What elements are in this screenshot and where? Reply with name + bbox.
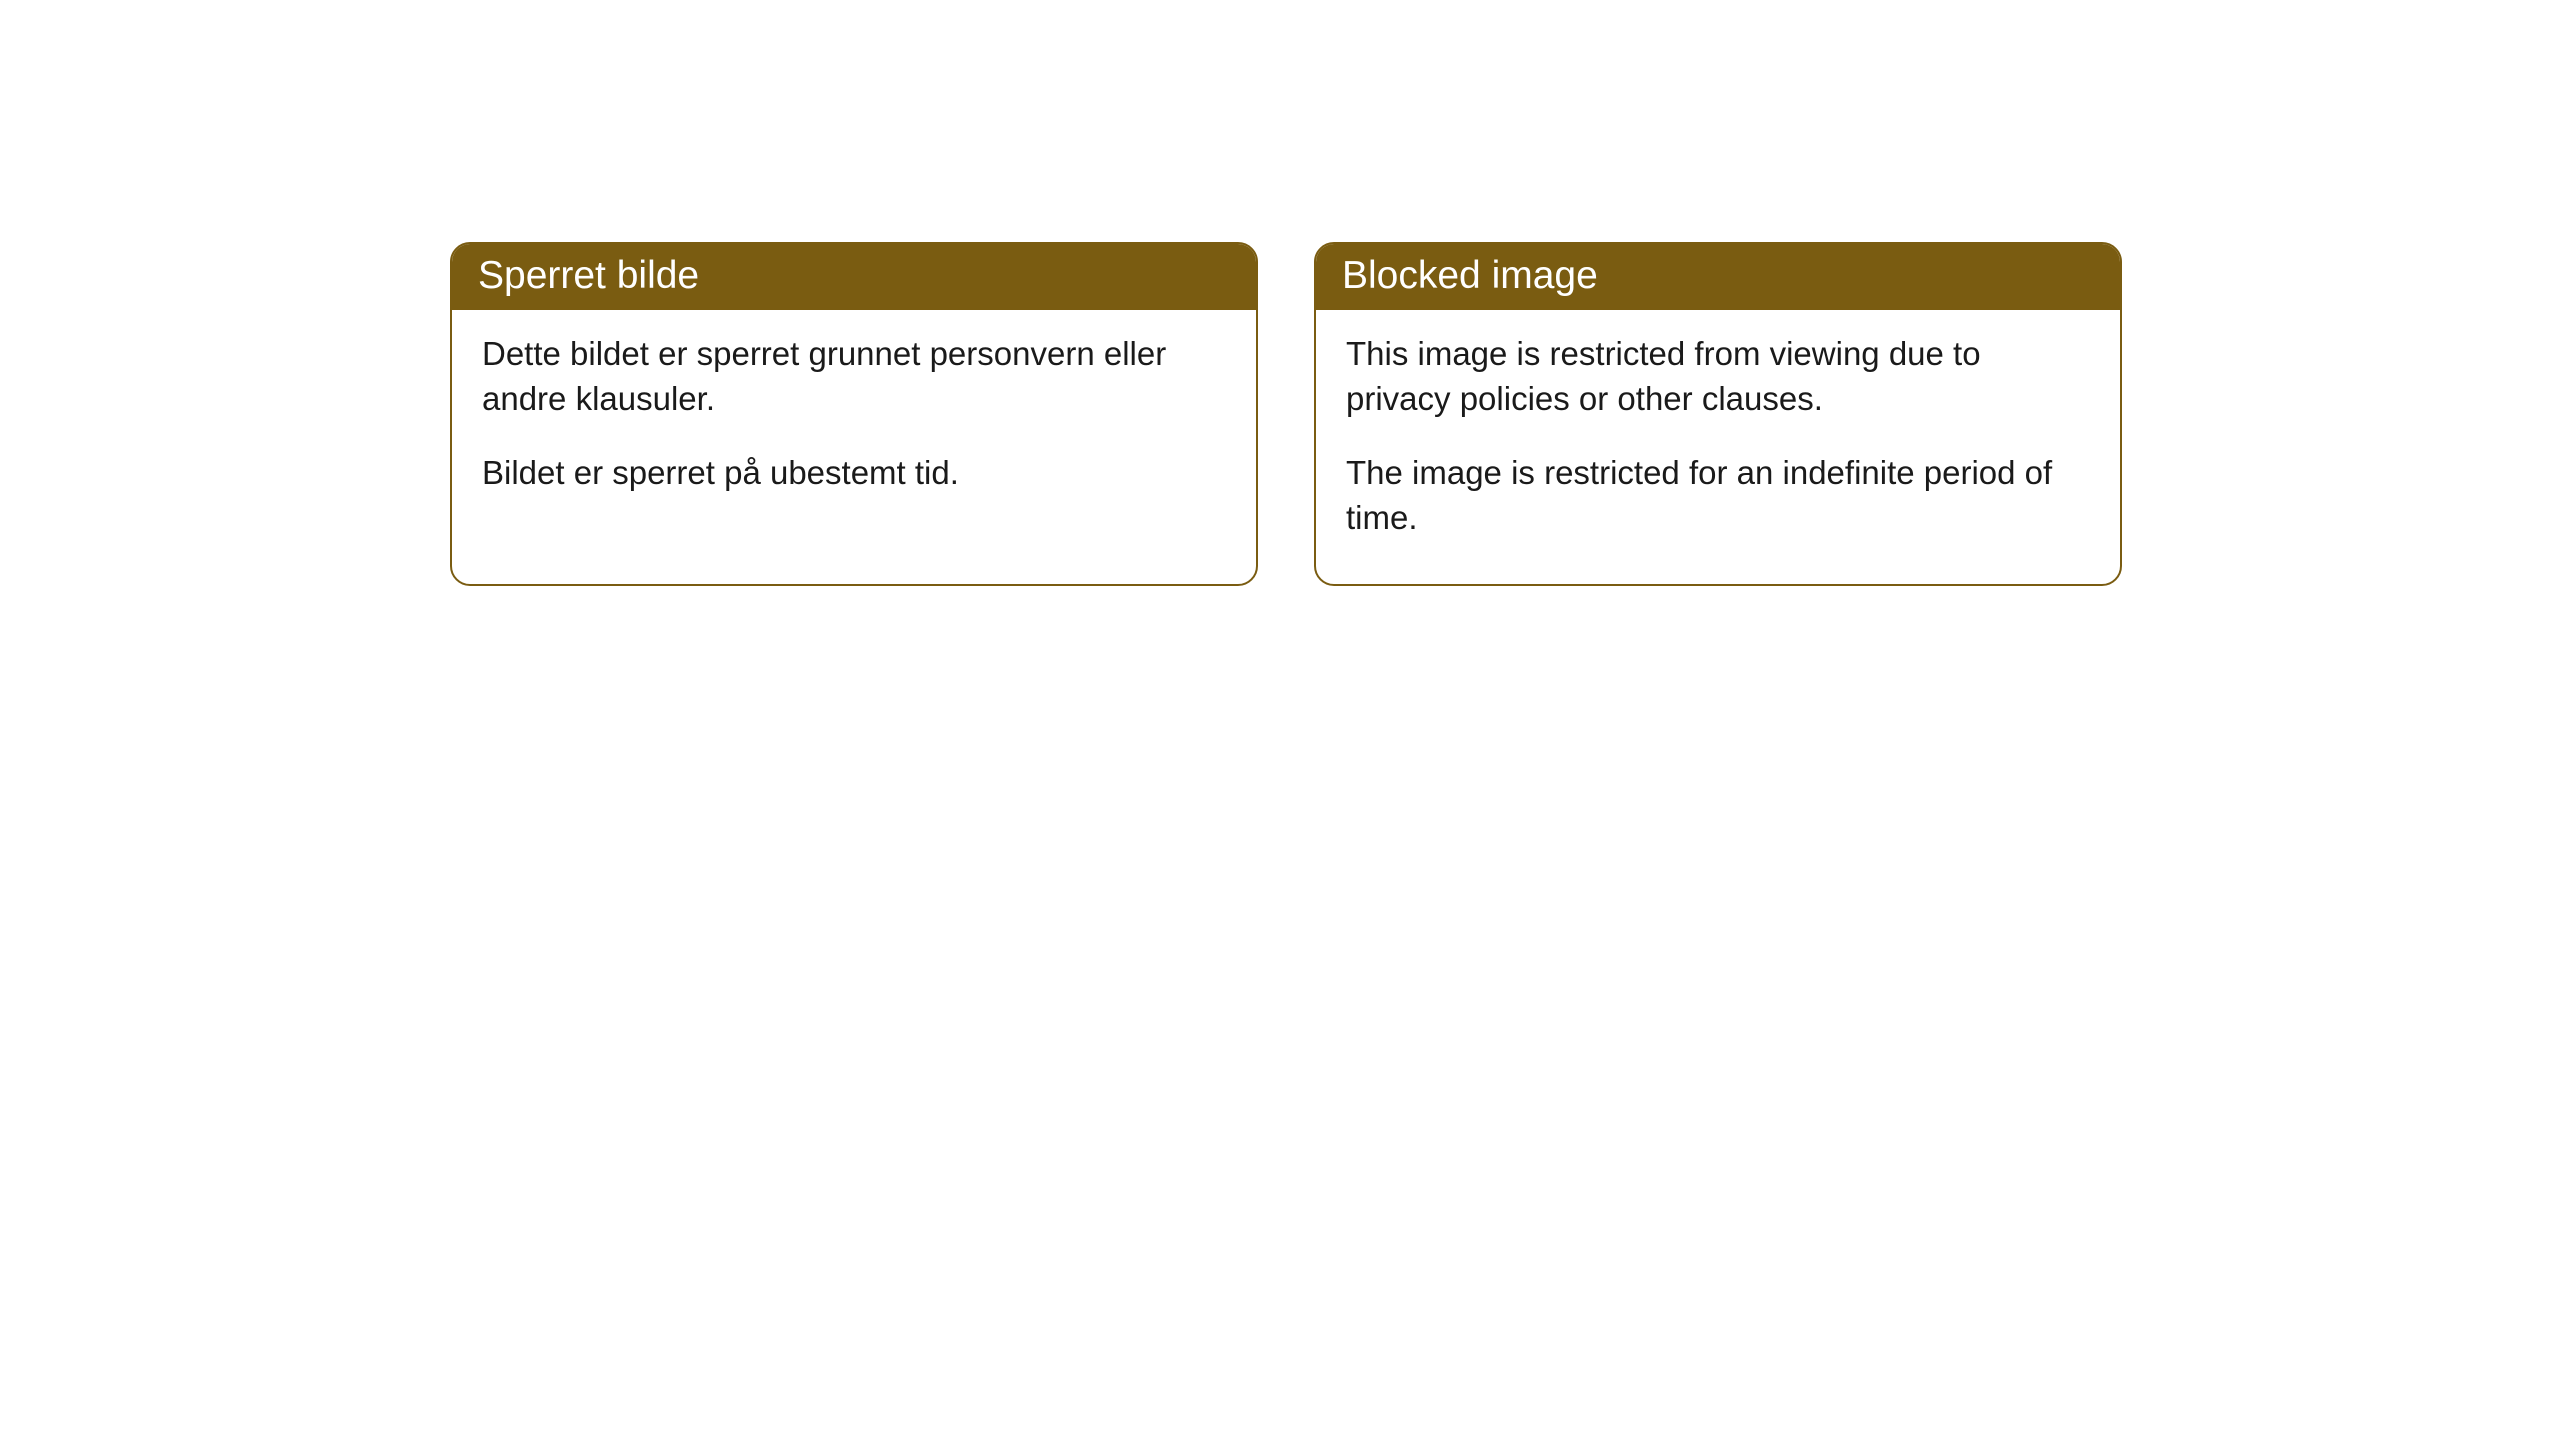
notice-paragraph: Dette bildet er sperret grunnet personve… — [482, 332, 1226, 421]
notice-card-header: Blocked image — [1316, 244, 2120, 310]
notice-cards-container: Sperret bilde Dette bildet er sperret gr… — [450, 242, 2122, 586]
notice-paragraph: The image is restricted for an indefinit… — [1346, 451, 2090, 540]
notice-paragraph: Bildet er sperret på ubestemt tid. — [482, 451, 1226, 496]
notice-card-english: Blocked image This image is restricted f… — [1314, 242, 2122, 586]
notice-card-body: Dette bildet er sperret grunnet personve… — [452, 310, 1256, 540]
notice-card-header: Sperret bilde — [452, 244, 1256, 310]
notice-card-body: This image is restricted from viewing du… — [1316, 310, 2120, 584]
notice-paragraph: This image is restricted from viewing du… — [1346, 332, 2090, 421]
notice-card-norwegian: Sperret bilde Dette bildet er sperret gr… — [450, 242, 1258, 586]
